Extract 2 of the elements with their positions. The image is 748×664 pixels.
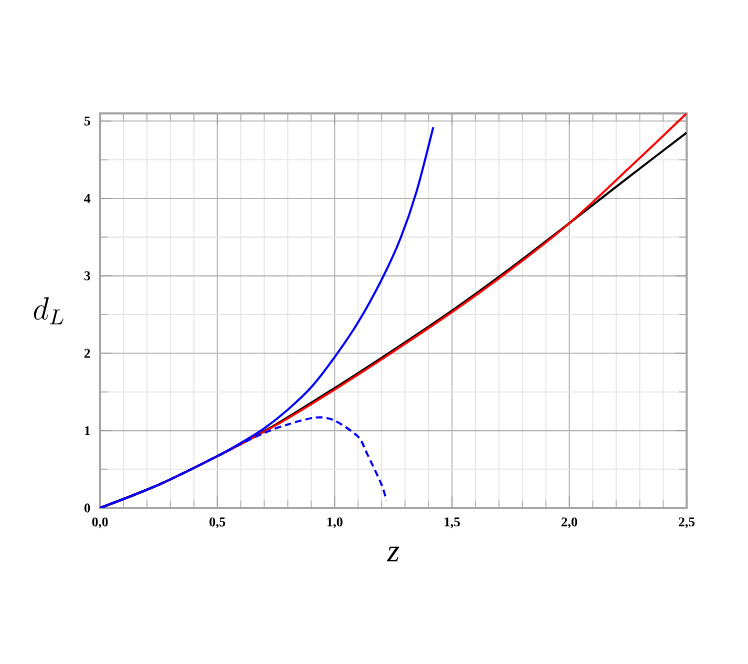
y-axis-title: $d_{L}$: [33, 297, 64, 325]
x-axis-title: z: [386, 546, 400, 562]
